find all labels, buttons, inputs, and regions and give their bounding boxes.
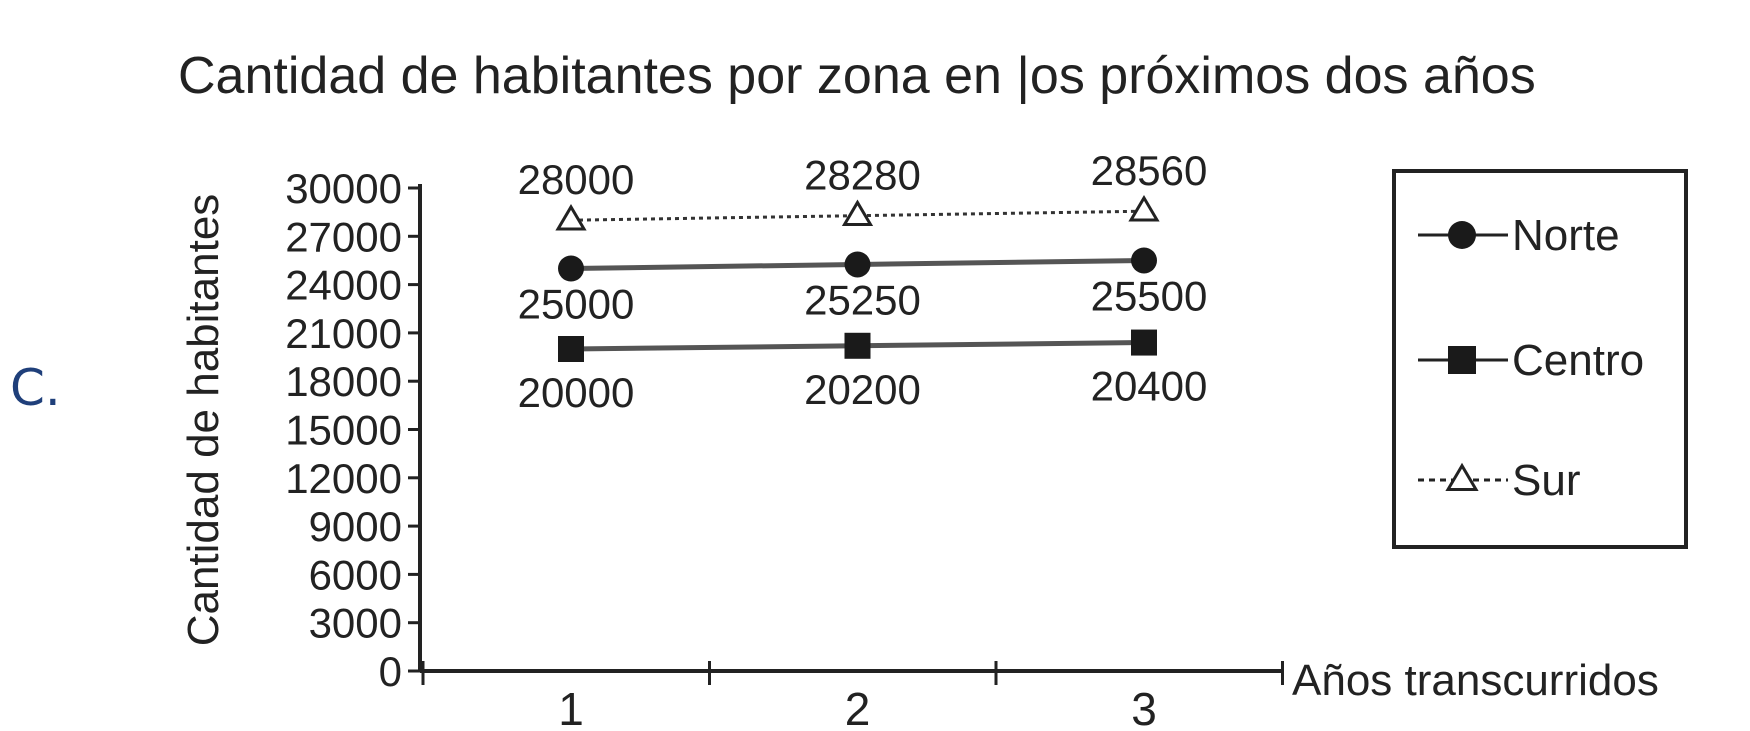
y-tick-label: 3000 — [309, 600, 402, 647]
data-point — [844, 251, 871, 278]
series-norte: 25000 25250 25500 — [518, 247, 1208, 328]
option-letter: C. — [10, 359, 61, 417]
x-tick-label: 2 — [845, 683, 871, 731]
y-tick-label: 0 — [379, 648, 402, 695]
x-axis-title: Años transcurridos — [1292, 656, 1659, 705]
y-tick-label: 9000 — [309, 503, 402, 550]
y-tick-label: 24000 — [285, 262, 402, 309]
x-tick-label: 3 — [1131, 683, 1157, 731]
y-tick-label: 15000 — [285, 407, 402, 454]
legend-item-centro: Centro — [1418, 336, 1644, 385]
data-label: 20000 — [518, 369, 635, 416]
legend-marker — [1448, 346, 1476, 374]
y-axis-title: Cantidad de habitantes — [179, 194, 228, 647]
legend-marker — [1445, 462, 1479, 492]
series-layer: 25000 25250 25500 20000 20200 20400 28000 28280… — [518, 147, 1208, 416]
data-point — [555, 203, 587, 231]
legend-item-sur: Sur — [1418, 456, 1580, 505]
series-centro: 20000 20200 20400 — [518, 329, 1208, 416]
legend-label: Centro — [1512, 336, 1644, 385]
series-sur: 28000 28280 28560 — [518, 147, 1208, 231]
legend-label: Norte — [1512, 211, 1620, 260]
data-label: 28560 — [1091, 147, 1208, 194]
legend-marker — [1448, 221, 1476, 249]
y-tick-label: 6000 — [309, 551, 402, 598]
legend: Norte Centro Sur — [1392, 169, 1688, 549]
data-point — [558, 255, 584, 282]
data-label: 20400 — [1091, 363, 1208, 410]
legend-label: Sur — [1512, 456, 1580, 505]
data-point — [1128, 194, 1160, 222]
axes: 0300060009000120001500018000210002400027… — [285, 165, 1284, 731]
data-label: 25250 — [804, 276, 921, 323]
legend-item-norte: Norte — [1418, 211, 1620, 260]
data-point — [1131, 247, 1157, 274]
y-tick-label: 18000 — [285, 358, 402, 405]
y-tick-label: 30000 — [285, 165, 402, 212]
data-label: 28280 — [804, 152, 921, 199]
y-tick-label: 12000 — [285, 455, 402, 502]
y-tick-label: 27000 — [285, 213, 402, 260]
data-label: 28000 — [518, 156, 635, 203]
data-label: 20200 — [804, 366, 921, 413]
data-point — [844, 332, 871, 359]
y-tick-label: 21000 — [285, 310, 402, 357]
data-point — [841, 199, 874, 227]
data-point — [558, 336, 584, 362]
data-label: 25000 — [518, 281, 635, 328]
chart-title: Cantidad de habitantes por zona en |os p… — [178, 47, 1536, 105]
data-label: 25500 — [1091, 272, 1208, 319]
x-tick-label: 1 — [558, 683, 584, 731]
data-point — [1131, 329, 1157, 356]
